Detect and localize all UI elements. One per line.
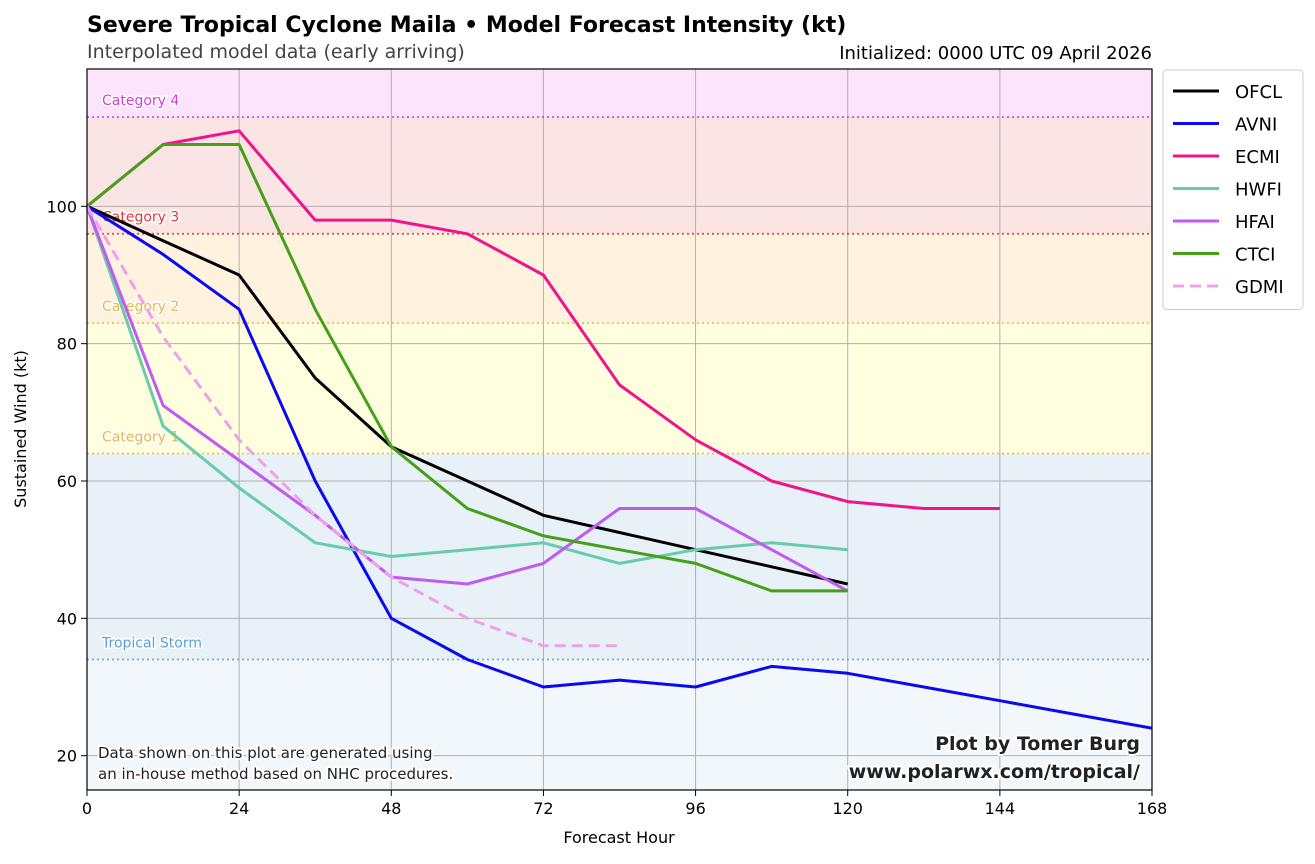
legend-label-hfai: HFAI (1235, 212, 1275, 233)
y-tick-label-100: 100 (46, 197, 77, 216)
x-tick-label-48: 48 (381, 799, 401, 818)
series-hfai (85, 205, 849, 593)
credit: Plot by Tomer Burg www.polarwx.com/tropi… (847, 731, 1142, 785)
category-bands (87, 69, 1152, 790)
series-ofcl (86, 204, 849, 586)
initialized-label: Initialized: 0000 UTC 09 April 2026 (839, 43, 1152, 64)
chart-title: Severe Tropical Cyclone Maila • Model Fo… (87, 13, 846, 38)
x-tick-label-0: 0 (82, 799, 92, 818)
category-label-category-4: Category 4 (102, 93, 179, 109)
legend-box (1162, 69, 1304, 310)
legend-label-hwfi: HWFI (1235, 180, 1282, 201)
credit-line-1: Plot by Tomer Burg (935, 733, 1140, 755)
y-tick-label-80: 80 (57, 335, 77, 354)
x-tick-label-144: 144 (985, 799, 1016, 818)
legend: OFCL AVNI ECMI HWFI HFAI CTCI GDMI (1162, 69, 1304, 310)
y-ticks: 20 40 60 80 100 (46, 197, 87, 766)
x-tick-label-72: 72 (533, 799, 553, 818)
footnote-line-2: an in-house method based on NHC procedur… (98, 765, 453, 783)
series-ecmi (86, 129, 1000, 510)
category-label-category-1: Category 1 (102, 429, 179, 445)
y-tick-label-20: 20 (57, 747, 77, 766)
legend-label-avni: AVNI (1235, 115, 1277, 136)
x-tick-label-168: 168 (1137, 799, 1168, 818)
band-fill-4 (87, 117, 1152, 234)
series-hwfi (85, 205, 848, 565)
series-lines (85, 129, 1153, 730)
x-tick-label-120: 120 (832, 799, 863, 818)
footnote: Data shown on this plot are generated us… (96, 742, 455, 785)
chart-subtitle: Interpolated model data (early arriving) (87, 41, 465, 63)
x-tick-label-96: 96 (685, 799, 705, 818)
x-axis-label: Forecast Hour (563, 828, 675, 847)
series-avni (86, 205, 1153, 730)
series-gdmi (85, 205, 620, 648)
legend-label-ctci: CTCI (1235, 245, 1275, 266)
category-label-tropical-storm: Tropical Storm (101, 635, 202, 651)
y-axis-label: Sustained Wind (kt) (11, 350, 30, 508)
x-ticks: 0 24 48 72 96 120 144 168 (82, 790, 1167, 818)
legend-label-ofcl: OFCL (1235, 82, 1282, 103)
y-tick-label-40: 40 (57, 609, 77, 628)
band-fill-1 (87, 453, 1152, 660)
series-ctci (86, 143, 848, 593)
credit-line-2: www.polarwx.com/tropical/ (849, 761, 1140, 783)
x-tick-label-24: 24 (229, 799, 249, 818)
legend-label-ecmi: ECMI (1235, 147, 1280, 168)
plot-frame (86, 68, 1153, 791)
band-fill-3 (87, 233, 1152, 324)
footnote-line-1: Data shown on this plot are generated us… (98, 744, 433, 762)
y-tick-label-60: 60 (57, 472, 77, 491)
band-fill-2 (87, 323, 1152, 454)
legend-label-gdmi: GDMI (1235, 277, 1284, 298)
category-label-category-2: Category 2 (102, 299, 179, 315)
band-fill-5 (87, 69, 1152, 118)
